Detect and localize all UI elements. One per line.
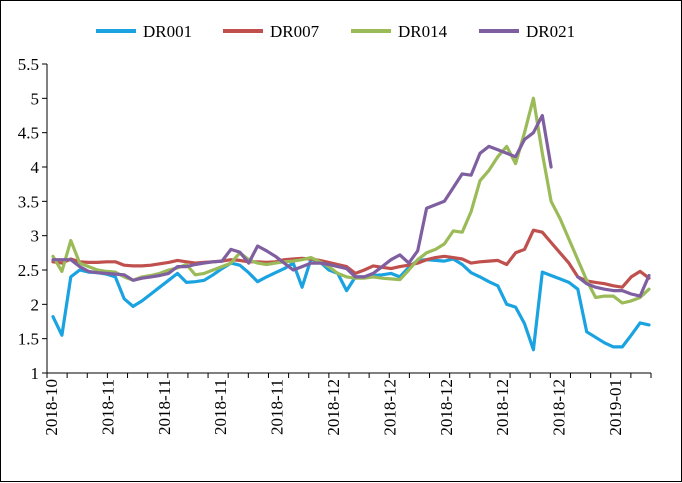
legend-label: DR001	[143, 22, 192, 41]
x-tick-label: 2018-12	[324, 379, 343, 436]
y-tick-label: 5.5	[18, 55, 39, 74]
legend-item-dr007: DR007	[223, 22, 320, 41]
legend-label: DR021	[526, 22, 575, 41]
legend-item-dr001: DR001	[96, 22, 192, 41]
x-tick-label: 2018-11	[155, 379, 174, 435]
legend: DR001 DR007 DR014 DR021	[96, 22, 575, 41]
series-line-dr007	[51, 228, 651, 289]
y-tick-label: 1	[31, 364, 40, 383]
legend-label: DR014	[398, 22, 448, 41]
x-tick-label: 2018-12	[550, 379, 569, 436]
x-tick-label: 2018-11	[98, 379, 117, 435]
series-dr001	[51, 257, 651, 352]
legend-label: DR007	[270, 22, 320, 41]
x-tick-label: 2018-12	[437, 379, 456, 436]
series-layer	[51, 96, 651, 352]
y-tick-label: 1.5	[18, 330, 39, 349]
y-tick-label: 3.5	[18, 192, 39, 211]
x-tick-label: 2018-12	[380, 379, 399, 436]
y-tick-label: 2.5	[18, 261, 39, 280]
x-tick-label: 2019-01	[606, 379, 625, 436]
x-tick-label: 2018-12	[493, 379, 512, 436]
y-tick-label: 2	[31, 295, 40, 314]
series-line-dr021	[51, 113, 651, 298]
series-dr021	[51, 113, 651, 298]
y-tick-label: 3	[31, 227, 40, 246]
legend-item-dr014: DR014	[351, 22, 448, 41]
series-dr007	[51, 228, 651, 289]
y-axis: 1 1.5 2 2.5 3 3.5 4 4.5 5 5.5	[18, 55, 48, 383]
y-tick-label: 4	[31, 158, 40, 177]
series-line-dr001	[51, 257, 651, 352]
y-tick-label: 4.5	[18, 124, 39, 143]
x-axis: 2018-10 2018-11 2018-11 2018-11 2018-11 2018-…	[42, 372, 652, 436]
x-tick-label: 2018-10	[42, 379, 61, 436]
x-tick-label: 2018-11	[268, 379, 287, 435]
y-tick-label: 5	[31, 89, 40, 108]
legend-item-dr021: DR021	[479, 22, 575, 41]
x-tick-label: 2018-11	[211, 379, 230, 435]
